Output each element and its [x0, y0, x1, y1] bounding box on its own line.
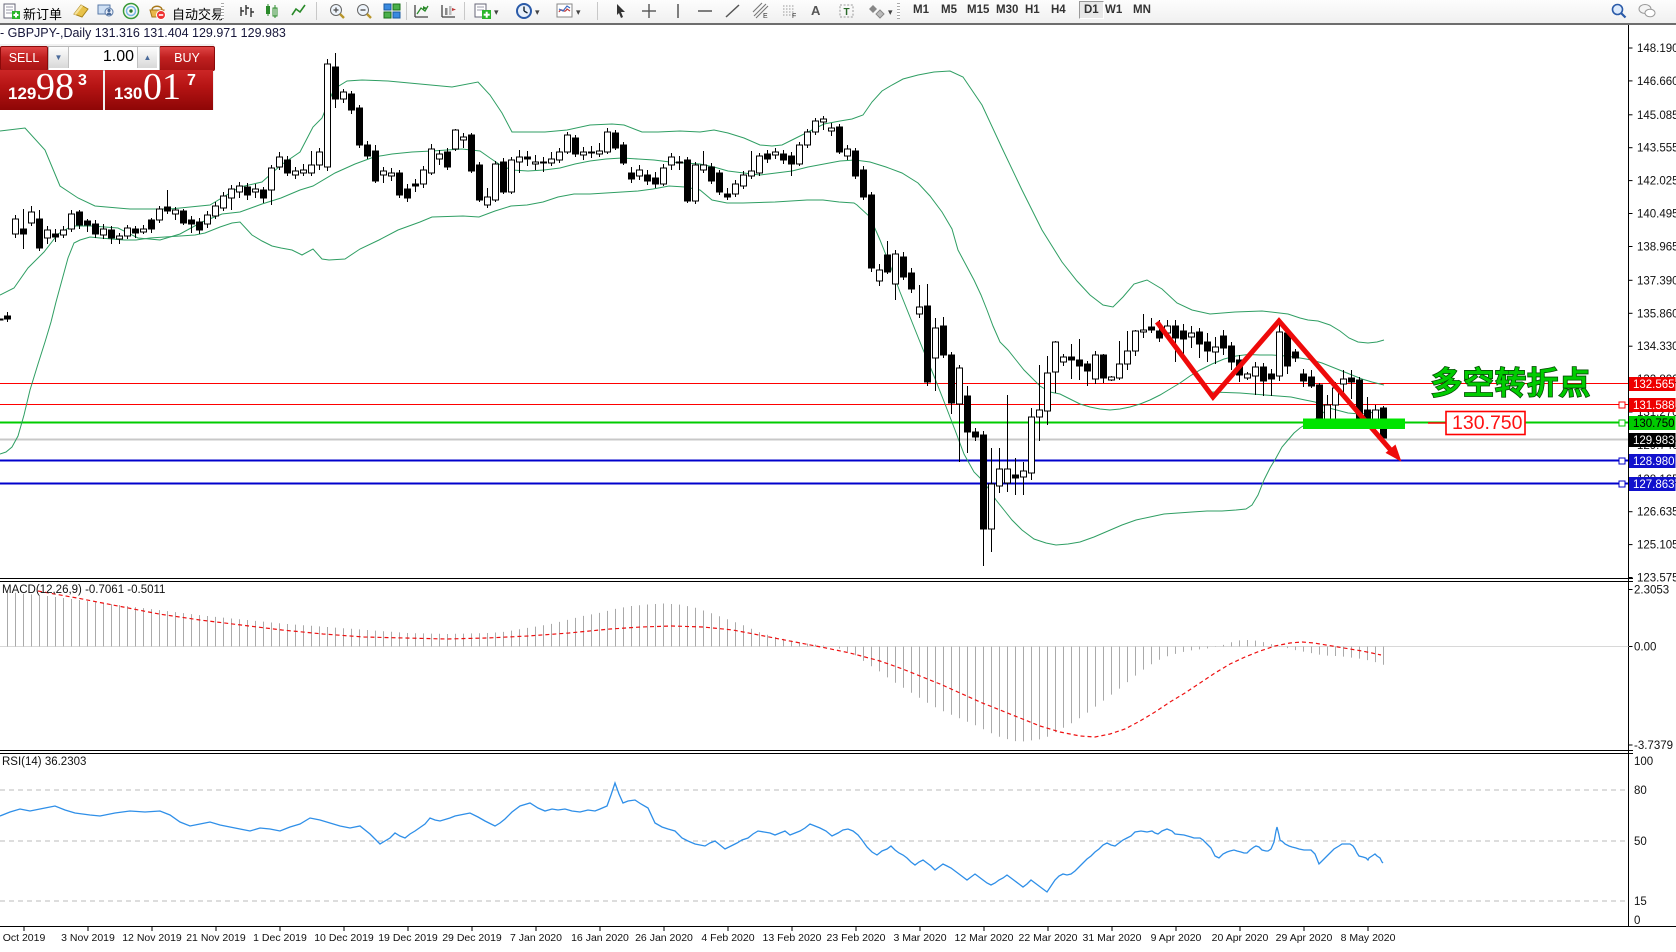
svg-text:23 Feb 2020: 23 Feb 2020: [827, 932, 886, 944]
svg-text:31 Mar 2020: 31 Mar 2020: [1083, 932, 1142, 944]
svg-text:123.575: 123.575: [1637, 573, 1676, 585]
svg-text:143.555: 143.555: [1637, 143, 1676, 155]
svg-text:21 Nov 2019: 21 Nov 2019: [186, 932, 246, 944]
svg-text:10 Dec 2019: 10 Dec 2019: [314, 932, 374, 944]
svg-text:Oct 2019: Oct 2019: [3, 932, 46, 944]
svg-text:138.965: 138.965: [1637, 242, 1676, 254]
svg-text:100: 100: [1634, 756, 1653, 768]
svg-text:-3.7379: -3.7379: [1634, 740, 1673, 752]
svg-text:19 Dec 2019: 19 Dec 2019: [378, 932, 438, 944]
svg-text:128.980: 128.980: [1633, 456, 1675, 468]
svg-text:132.565: 132.565: [1633, 379, 1675, 391]
svg-text:127.863: 127.863: [1633, 479, 1675, 491]
svg-text:2.3053: 2.3053: [1634, 585, 1669, 597]
svg-text:146.660: 146.660: [1637, 76, 1676, 88]
svg-text:80: 80: [1634, 785, 1647, 797]
svg-text:9 Apr 2020: 9 Apr 2020: [1151, 932, 1202, 944]
svg-text:0.00: 0.00: [1634, 642, 1656, 654]
svg-text:3 Nov 2019: 3 Nov 2019: [61, 932, 115, 944]
svg-text:135.860: 135.860: [1637, 308, 1676, 320]
svg-text:125.105: 125.105: [1637, 540, 1676, 552]
svg-text:1 Dec 2019: 1 Dec 2019: [253, 932, 307, 944]
svg-text:129.983: 129.983: [1633, 435, 1675, 447]
svg-text:MACD(12,26,9) -0.7061 -0.5011: MACD(12,26,9) -0.7061 -0.5011: [2, 584, 165, 596]
svg-text:29 Dec 2019: 29 Dec 2019: [442, 932, 502, 944]
svg-text:多空转折点: 多空转折点: [1431, 366, 1591, 401]
svg-text:T: T: [844, 7, 850, 18]
svg-text:3 Mar 2020: 3 Mar 2020: [893, 932, 946, 944]
svg-text:140.495: 140.495: [1637, 209, 1676, 221]
svg-text:- GBPJPY-,Daily 131.316 131.: - GBPJPY-,Daily 131.316 131.404 129.971 …: [0, 26, 286, 40]
svg-text:RSI(14) 36.2303: RSI(14) 36.2303: [2, 756, 86, 768]
svg-text:148.190: 148.190: [1637, 43, 1676, 55]
svg-text:0: 0: [1634, 915, 1640, 927]
svg-text:29 Apr 2020: 29 Apr 2020: [1276, 932, 1333, 944]
svg-text:126.635: 126.635: [1637, 507, 1676, 519]
svg-text:131.588: 131.588: [1633, 400, 1675, 412]
svg-text:7 Jan 2020: 7 Jan 2020: [510, 932, 562, 944]
svg-text:8 May 2020: 8 May 2020: [1341, 932, 1396, 944]
svg-text:4 Feb 2020: 4 Feb 2020: [701, 932, 754, 944]
svg-text:26 Jan 2020: 26 Jan 2020: [635, 932, 693, 944]
svg-text:15: 15: [1634, 896, 1647, 908]
svg-text:137.390: 137.390: [1637, 275, 1676, 287]
svg-text:E: E: [763, 13, 768, 20]
svg-text:12 Nov 2019: 12 Nov 2019: [122, 932, 182, 944]
svg-text:145.085: 145.085: [1637, 110, 1676, 122]
svg-text:134.330: 134.330: [1637, 341, 1676, 353]
svg-text:22 Mar 2020: 22 Mar 2020: [1019, 932, 1078, 944]
svg-text:20 Apr 2020: 20 Apr 2020: [1212, 932, 1269, 944]
svg-text:F: F: [792, 13, 796, 20]
svg-text:142.025: 142.025: [1637, 176, 1676, 188]
svg-text:13 Feb 2020: 13 Feb 2020: [763, 932, 822, 944]
svg-text:130.750: 130.750: [1452, 412, 1523, 434]
svg-text:16 Jan 2020: 16 Jan 2020: [571, 932, 629, 944]
svg-text:12 Mar 2020: 12 Mar 2020: [955, 932, 1014, 944]
svg-text:130.750: 130.750: [1633, 418, 1675, 430]
svg-text:50: 50: [1634, 836, 1647, 848]
